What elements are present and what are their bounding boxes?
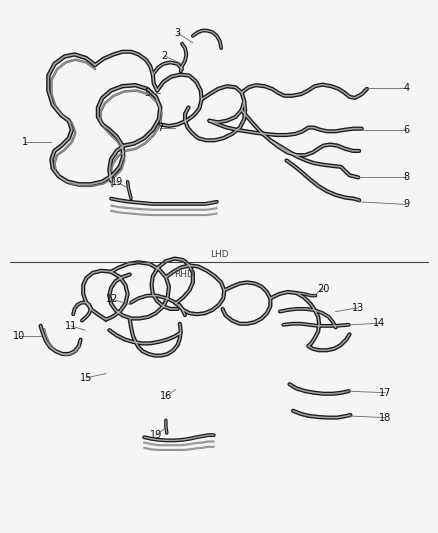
Text: 4: 4 [403,83,409,93]
Text: 10: 10 [13,332,25,342]
Text: 3: 3 [175,28,181,38]
Text: 19: 19 [111,176,123,187]
Text: 13: 13 [352,303,364,313]
Text: 15: 15 [80,373,92,383]
Text: 8: 8 [403,172,409,182]
Text: 12: 12 [106,294,119,304]
Text: 1: 1 [22,137,28,147]
Text: 6: 6 [403,125,409,135]
Text: 17: 17 [379,387,392,398]
Text: 11: 11 [65,321,77,331]
Text: 19: 19 [150,430,162,440]
Text: 20: 20 [317,284,330,294]
Text: 18: 18 [379,413,392,423]
Text: RHD: RHD [174,270,194,279]
Text: 5: 5 [144,87,150,98]
Text: 16: 16 [160,391,172,401]
Text: 14: 14 [373,318,385,328]
Text: 2: 2 [162,51,168,61]
Text: 9: 9 [403,199,409,209]
Text: 7: 7 [157,123,163,133]
Text: LHD: LHD [210,249,228,259]
